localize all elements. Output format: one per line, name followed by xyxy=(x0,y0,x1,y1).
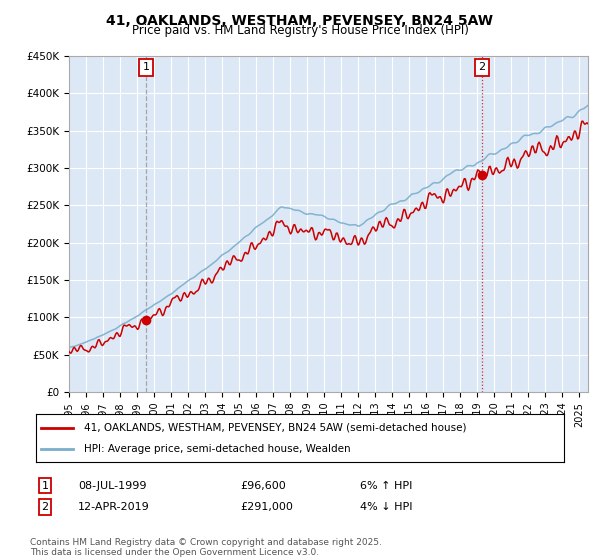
Text: £96,600: £96,600 xyxy=(240,480,286,491)
Text: 1: 1 xyxy=(41,480,49,491)
Text: 2: 2 xyxy=(41,502,49,512)
Text: 41, OAKLANDS, WESTHAM, PEVENSEY, BN24 5AW (semi-detached house): 41, OAKLANDS, WESTHAM, PEVENSEY, BN24 5A… xyxy=(83,423,466,433)
Text: 6% ↑ HPI: 6% ↑ HPI xyxy=(360,480,412,491)
Text: 4% ↓ HPI: 4% ↓ HPI xyxy=(360,502,413,512)
Text: 2: 2 xyxy=(479,62,486,72)
Text: Contains HM Land Registry data © Crown copyright and database right 2025.
This d: Contains HM Land Registry data © Crown c… xyxy=(30,538,382,557)
Text: 08-JUL-1999: 08-JUL-1999 xyxy=(78,480,146,491)
Text: Price paid vs. HM Land Registry's House Price Index (HPI): Price paid vs. HM Land Registry's House … xyxy=(131,24,469,36)
Text: HPI: Average price, semi-detached house, Wealden: HPI: Average price, semi-detached house,… xyxy=(83,444,350,454)
Text: 1: 1 xyxy=(143,62,149,72)
Text: 12-APR-2019: 12-APR-2019 xyxy=(78,502,150,512)
Text: £291,000: £291,000 xyxy=(240,502,293,512)
Text: 41, OAKLANDS, WESTHAM, PEVENSEY, BN24 5AW: 41, OAKLANDS, WESTHAM, PEVENSEY, BN24 5A… xyxy=(107,14,493,28)
